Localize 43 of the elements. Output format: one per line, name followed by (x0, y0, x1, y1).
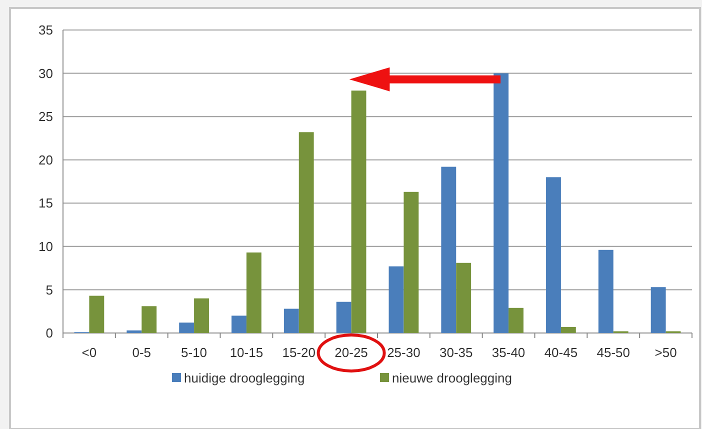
y-tick-label: 5 (46, 282, 53, 298)
x-tick-label: >50 (654, 345, 677, 360)
bar (546, 177, 561, 333)
legend-label: huidige drooglegging (184, 370, 305, 386)
y-tick-label: 15 (38, 196, 53, 211)
legend-label: nieuwe drooglegging (392, 370, 512, 386)
bar (194, 298, 209, 333)
y-tick-label: 0 (46, 326, 53, 341)
bar (232, 316, 246, 333)
bar (179, 322, 194, 333)
bar (508, 308, 524, 333)
bar (598, 250, 614, 333)
bar (494, 73, 509, 333)
x-tick-label: 35-40 (492, 345, 526, 360)
x-tick-label: 20-25 (334, 345, 368, 360)
x-tick-label: 10-15 (230, 345, 264, 360)
bar (441, 166, 456, 333)
bar (89, 296, 104, 333)
bar (351, 90, 366, 333)
bar (388, 266, 404, 333)
bar (142, 306, 157, 333)
y-tick-label: 30 (38, 66, 53, 81)
bar (560, 326, 576, 333)
x-tick-label: 25-30 (387, 345, 420, 360)
y-tick-label: 35 (38, 22, 53, 38)
x-tick-label: <0 (82, 345, 97, 360)
x-tick-label: 40-45 (544, 345, 578, 360)
y-tick-label: 25 (38, 109, 53, 124)
bar (246, 252, 262, 333)
bar (404, 192, 419, 333)
bar (650, 287, 666, 333)
bar (298, 132, 314, 333)
bar (126, 330, 142, 333)
x-tick-label: 15-20 (282, 345, 316, 360)
x-tick-label: 45-50 (596, 345, 630, 360)
bar (284, 308, 299, 333)
y-tick-label: 10 (38, 238, 53, 254)
bar (456, 262, 472, 333)
y-tick-label: 20 (38, 152, 53, 168)
x-tick-label: 30-35 (440, 345, 473, 360)
x-tick-label: 0-5 (132, 345, 152, 360)
x-tick-label: 5-10 (181, 345, 208, 360)
bar (336, 302, 352, 333)
